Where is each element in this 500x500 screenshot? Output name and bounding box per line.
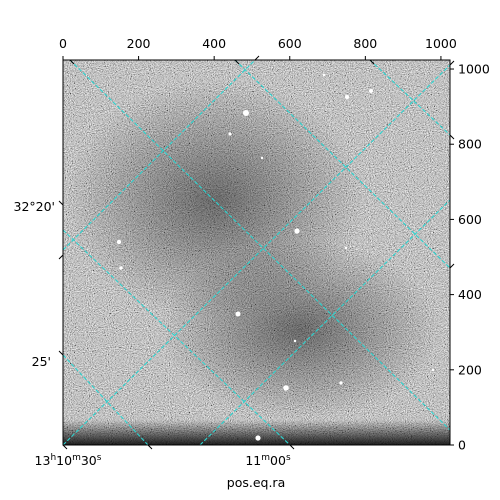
star bbox=[243, 110, 249, 116]
top-tick-label: 800 bbox=[353, 36, 377, 51]
top-tick-label: 0 bbox=[59, 36, 67, 51]
star bbox=[344, 246, 348, 250]
ra-axis-label: pos.eq.ra bbox=[227, 475, 285, 490]
right-tick-label: 1000 bbox=[458, 62, 490, 77]
grid-line bbox=[234, 60, 450, 269]
world-axis-ticks bbox=[58, 55, 455, 450]
grid-line bbox=[63, 64, 450, 445]
ra-tick-label: 11m00s bbox=[245, 453, 291, 468]
grid-line bbox=[63, 229, 291, 445]
star bbox=[260, 156, 264, 160]
right-tick-label: 600 bbox=[458, 212, 482, 227]
star bbox=[339, 381, 343, 385]
star bbox=[294, 228, 300, 234]
star bbox=[369, 89, 373, 93]
grid-line bbox=[63, 60, 256, 251]
dec-tick-label: 32°20' bbox=[14, 199, 56, 214]
star bbox=[116, 239, 122, 245]
top-pixel-axis: 0 200 400 600 800 1000 bbox=[59, 36, 457, 60]
stars bbox=[116, 73, 435, 441]
right-pixel-axis: 0 200 400 600 800 1000 bbox=[450, 62, 490, 453]
right-tick-label: 200 bbox=[458, 362, 482, 377]
dec-tick-label: 25' bbox=[32, 354, 51, 369]
grid-line bbox=[369, 60, 450, 136]
coordinate-grid bbox=[63, 60, 450, 445]
grid-line bbox=[69, 60, 450, 431]
right-tick-label: 0 bbox=[458, 438, 466, 453]
right-tick-label: 800 bbox=[458, 137, 482, 152]
star bbox=[235, 311, 241, 317]
ra-tick-label: 13h10m30s bbox=[35, 453, 102, 468]
top-tick-label: 200 bbox=[127, 36, 151, 51]
top-tick-label: 1000 bbox=[425, 36, 457, 51]
right-tick-label: 400 bbox=[458, 287, 482, 302]
star bbox=[119, 266, 123, 270]
star bbox=[228, 132, 232, 136]
plot-frame bbox=[62, 59, 451, 446]
star bbox=[293, 339, 297, 343]
star bbox=[283, 385, 289, 391]
sky-image bbox=[63, 60, 450, 445]
grid-line bbox=[63, 354, 149, 445]
star bbox=[322, 73, 326, 77]
top-tick-label: 600 bbox=[278, 36, 302, 51]
star bbox=[431, 368, 435, 372]
star bbox=[345, 95, 349, 99]
star bbox=[255, 435, 261, 441]
top-tick-label: 400 bbox=[202, 36, 226, 51]
grid-line bbox=[199, 199, 450, 445]
